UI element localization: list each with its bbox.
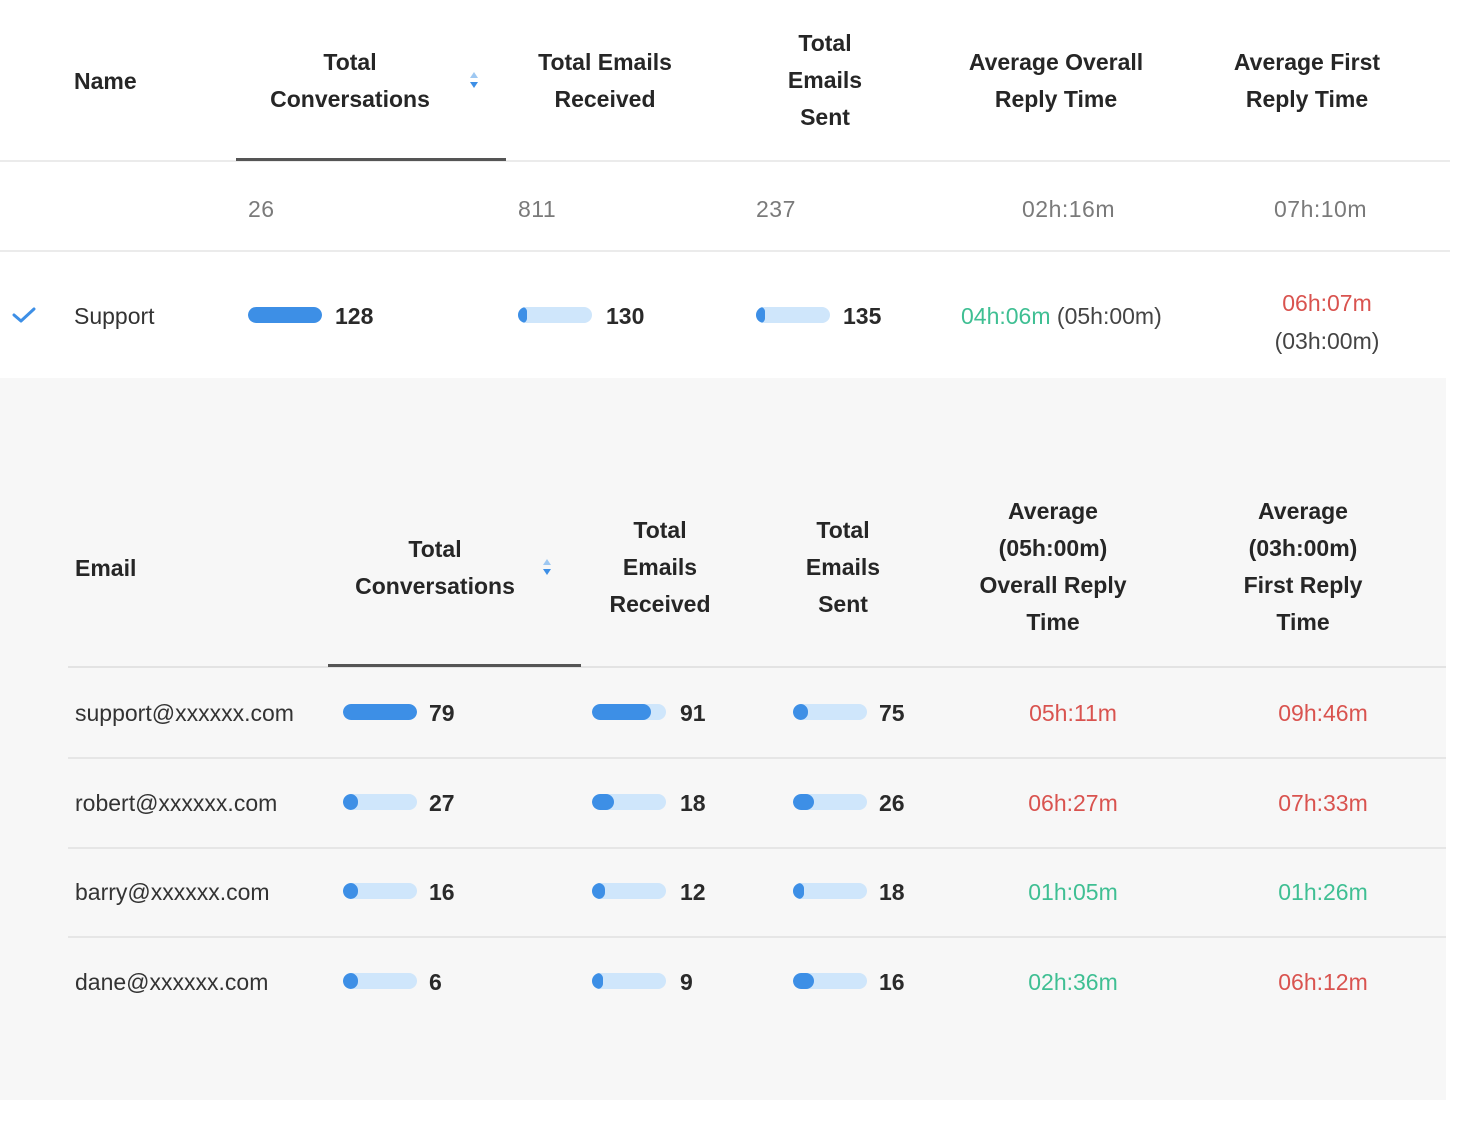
row-avg-first-reply: 09h:46m: [1278, 700, 1368, 726]
row-emails-received-value: 12: [680, 879, 706, 905]
avg-overall-reply-target: (05h:00m): [1056, 303, 1162, 329]
row-emails-sent-bar: [793, 883, 867, 899]
row-emails-sent-bar: [793, 704, 867, 720]
row-emails-sent-value: 16: [879, 969, 905, 995]
emails-sent-value: 135: [843, 303, 882, 329]
row-divider: [68, 847, 1446, 849]
row-avg-first-reply: 01h:26m: [1278, 879, 1368, 905]
row-emails-received-value: 9: [680, 969, 693, 995]
subheader-total-emails-received[interactable]: Total Emails Received: [609, 517, 711, 617]
emails-sent-bar: [756, 307, 830, 323]
row-avg-overall-reply: 06h:27m: [1028, 790, 1118, 816]
row-conversations-bar: [343, 794, 417, 810]
subheader-email[interactable]: Email: [75, 555, 137, 581]
row-emails-received-bar: [592, 794, 666, 810]
header-total-emails-sent[interactable]: Total Emails Sent: [787, 30, 863, 130]
row-conversations-value: 27: [429, 790, 455, 816]
row-avg-overall-reply: 01h:05m: [1028, 879, 1118, 905]
conversations-bar: [248, 307, 322, 323]
header-avg-overall-reply[interactable]: Average Overall Reply Time: [968, 49, 1144, 112]
row-emails-sent-value: 75: [879, 700, 905, 726]
sub-sort-icon[interactable]: [542, 558, 552, 576]
row-email[interactable]: barry@xxxxxx.com: [75, 879, 270, 905]
header-total-emails-received[interactable]: Total Emails Received: [538, 49, 672, 112]
row-divider: [68, 757, 1446, 759]
emails-received-bar: [518, 307, 592, 323]
row-emails-sent-value: 26: [879, 790, 905, 816]
group-name[interactable]: Support: [74, 303, 155, 329]
row-conversations-value: 16: [429, 879, 455, 905]
row-conversations-value: 79: [429, 700, 455, 726]
row-emails-received-bar: [592, 704, 666, 720]
row-conversations-value: 6: [429, 969, 442, 995]
header-divider: [0, 160, 1450, 162]
totals-divider: [0, 250, 1450, 252]
row-avg-overall-reply: 05h:11m: [1029, 700, 1117, 726]
expanded-group-panel: [0, 378, 1446, 1100]
row-email[interactable]: dane@xxxxxx.com: [75, 969, 269, 995]
row-emails-received-value: 18: [680, 790, 706, 816]
emails-received-value: 130: [606, 303, 645, 329]
header-name[interactable]: Name: [74, 68, 137, 94]
row-avg-first-reply: 06h:12m: [1278, 969, 1368, 995]
subheader-avg-overall-reply[interactable]: Average (05h:00m) Overall Reply Time: [979, 498, 1127, 635]
row-emails-received-value: 91: [680, 700, 706, 726]
row-avg-overall-reply: 02h:36m: [1028, 969, 1118, 995]
avg-overall-reply-value: 04h:06m: [961, 303, 1051, 329]
check-icon[interactable]: [12, 306, 36, 324]
sub-sort-active-underline: [328, 664, 581, 667]
row-emails-sent-bar: [793, 973, 867, 989]
conversations-value: 128: [335, 303, 374, 329]
subheader-avg-first-reply[interactable]: Average (03h:00m) First Reply Time: [1243, 498, 1363, 635]
row-conversations-bar: [343, 973, 417, 989]
total-emails-received-sum: 811: [518, 196, 557, 222]
subheader-divider: [68, 666, 1446, 668]
header-total-conversations[interactable]: Total Conversations: [270, 49, 430, 112]
sort-icon[interactable]: [469, 71, 479, 89]
row-conversations-bar: [343, 883, 417, 899]
row-avg-first-reply: 07h:33m: [1278, 790, 1368, 816]
row-email[interactable]: robert@xxxxxx.com: [75, 790, 278, 816]
row-emails-received-bar: [592, 883, 666, 899]
row-emails-received-bar: [592, 973, 666, 989]
row-email[interactable]: support@xxxxxx.com: [75, 700, 294, 726]
subheader-total-conversations[interactable]: Total Conversations: [355, 536, 515, 599]
avg-first-reply-sum: 07h:10m: [1274, 196, 1368, 222]
subheader-total-emails-sent[interactable]: Total Emails Sent: [805, 517, 881, 617]
row-emails-sent-value: 18: [879, 879, 905, 905]
avg-overall-reply-sum: 02h:16m: [1022, 196, 1116, 222]
avg-overall-reply-cell: 04h:06m (05h:00m): [961, 303, 1162, 330]
avg-first-reply-target: (03h:00m): [1274, 328, 1380, 354]
header-avg-first-reply[interactable]: Average First Reply Time: [1233, 49, 1381, 112]
avg-first-reply-value: 06h:07m: [1282, 290, 1372, 316]
row-conversations-bar: [343, 704, 417, 720]
sort-active-underline: [236, 158, 506, 161]
total-conversations-sum: 26: [248, 196, 275, 222]
row-divider: [68, 936, 1446, 938]
total-emails-sent-sum: 237: [756, 196, 796, 222]
avg-first-reply-cell: 06h:07m (03h:00m): [1240, 284, 1414, 360]
row-emails-sent-bar: [793, 794, 867, 810]
